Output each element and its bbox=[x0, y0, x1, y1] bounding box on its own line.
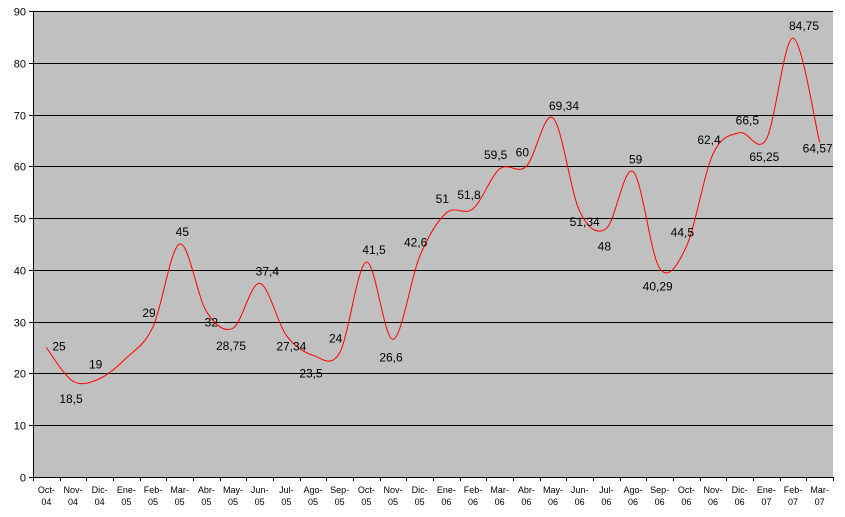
y-tick-label: 0 bbox=[20, 473, 26, 485]
x-tick-label: Nov-06 bbox=[703, 485, 722, 507]
x-tick-label: May-05 bbox=[223, 485, 243, 507]
y-tick-label: 40 bbox=[14, 266, 26, 278]
plot-area bbox=[33, 11, 833, 477]
x-tick-label: Dic-05 bbox=[412, 485, 428, 507]
data-label: 51 bbox=[436, 192, 450, 206]
data-label: 27,34 bbox=[276, 339, 306, 353]
x-tick-label: May-06 bbox=[543, 485, 563, 507]
data-label: 32 bbox=[205, 315, 219, 329]
data-label: 51,8 bbox=[457, 188, 481, 202]
data-label: 44,5 bbox=[671, 226, 695, 240]
x-tick-label: Ene-05 bbox=[117, 485, 136, 507]
y-tick-label: 80 bbox=[14, 59, 26, 71]
y-axis-ticks: 0 10 20 30 40 50 60 70 80 90 bbox=[14, 7, 33, 485]
data-label: 66,5 bbox=[736, 114, 760, 128]
data-label: 59 bbox=[629, 153, 643, 167]
x-tick-label: Ene-06 bbox=[437, 485, 456, 507]
x-tick-label: Feb-07 bbox=[784, 485, 803, 507]
data-label: 37,4 bbox=[256, 264, 280, 278]
x-tick-label: Ago-05 bbox=[303, 485, 322, 507]
series-line bbox=[45, 37, 821, 385]
data-label: 45 bbox=[176, 225, 190, 239]
y-tick-label: 90 bbox=[14, 7, 26, 19]
y-tick-label: 10 bbox=[14, 421, 26, 433]
data-label: 41,5 bbox=[362, 243, 386, 257]
x-tick-label: Dic-04 bbox=[92, 485, 108, 507]
data-label: 29 bbox=[142, 306, 156, 320]
x-tick-label: Jun-05 bbox=[251, 485, 269, 507]
data-label: 64,57 bbox=[803, 142, 833, 156]
data-label: 59,5 bbox=[484, 148, 508, 162]
y-tick-label: 70 bbox=[14, 111, 26, 123]
x-tick-label: Sep-06 bbox=[650, 485, 669, 507]
data-label: 42,6 bbox=[404, 235, 428, 249]
data-label: 65,25 bbox=[749, 150, 779, 164]
x-tick-label: Nov-04 bbox=[63, 485, 82, 507]
x-tick-label: Abr-06 bbox=[518, 485, 535, 507]
x-tick-label: Feb-05 bbox=[144, 485, 163, 507]
x-axis-ticks: Oct-04 Nov-04 Dic-04 Ene-05 Feb-05 Mar-05 Abr-… bbox=[33, 477, 834, 507]
y-tick-label: 50 bbox=[14, 214, 26, 226]
y-tick-label: 60 bbox=[14, 162, 26, 174]
x-tick-label: Jun-06 bbox=[571, 485, 589, 507]
y-tick-label: 30 bbox=[14, 318, 26, 330]
data-label: 24 bbox=[329, 332, 343, 346]
x-tick-label: Jul-05 bbox=[279, 485, 294, 507]
x-tick-label: Ene-07 bbox=[757, 485, 776, 507]
x-tick-label: Mar-06 bbox=[490, 485, 509, 507]
x-tick-label: Jul-06 bbox=[599, 485, 614, 507]
x-tick-label: Ago-06 bbox=[623, 485, 642, 507]
data-labels: 25 18,5 19 29 45 32 28,75 37,4 27,34 23,5 24 41,5 26… bbox=[52, 19, 833, 406]
y-tick-label: 20 bbox=[14, 369, 26, 381]
x-tick-label: Mar-07 bbox=[810, 485, 829, 507]
data-label: 26,6 bbox=[379, 350, 403, 364]
x-tick-label: Sep-05 bbox=[330, 485, 349, 507]
data-label: 51,34 bbox=[570, 215, 600, 229]
data-label: 18,5 bbox=[59, 392, 83, 406]
gridlines bbox=[33, 11, 833, 426]
x-tick-label: Abr-05 bbox=[198, 485, 215, 507]
x-tick-label: Oct-04 bbox=[38, 485, 55, 507]
x-tick-label: Oct-06 bbox=[678, 485, 695, 507]
x-tick-label: Nov-05 bbox=[383, 485, 402, 507]
data-label: 28,75 bbox=[216, 339, 246, 353]
x-tick-label: Mar-05 bbox=[170, 485, 189, 507]
data-label: 48 bbox=[598, 239, 612, 253]
data-label: 69,34 bbox=[549, 99, 579, 113]
data-label: 19 bbox=[89, 358, 103, 372]
data-label: 84,75 bbox=[789, 19, 819, 33]
data-label: 23,5 bbox=[299, 366, 323, 380]
x-tick-label: Feb-06 bbox=[464, 485, 483, 507]
data-label: 60 bbox=[516, 145, 530, 159]
x-tick-label: Dic-06 bbox=[732, 485, 748, 507]
data-label: 40,29 bbox=[643, 279, 673, 293]
x-tick-label: Oct-05 bbox=[358, 485, 375, 507]
data-label: 62,4 bbox=[697, 133, 721, 147]
data-label: 25 bbox=[52, 340, 66, 354]
